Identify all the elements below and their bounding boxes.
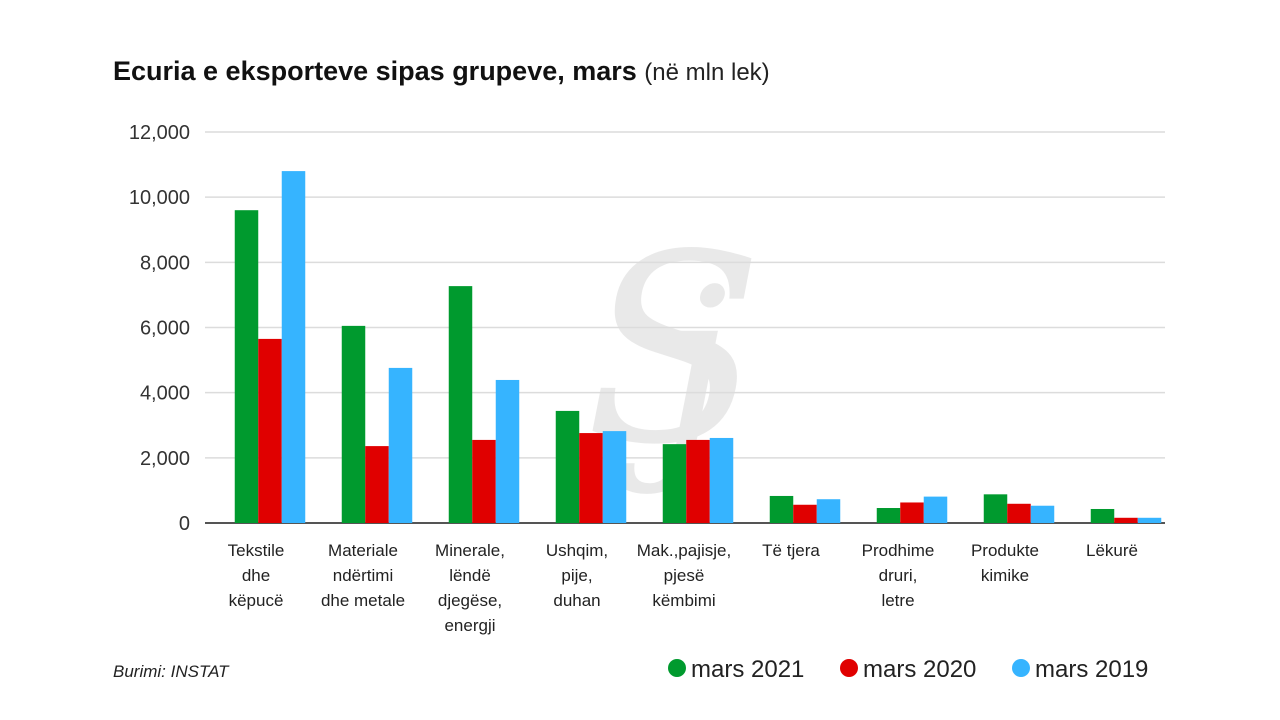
bar-mars-2021 (769, 495, 794, 523)
bar-mars-2021 (341, 325, 366, 523)
legend-marker (668, 659, 686, 677)
bar-mars-2020 (365, 446, 389, 523)
x-tick-label: Materiale (328, 541, 398, 560)
x-tick-label: Produkte (971, 541, 1039, 560)
x-tick-label: pije, (561, 566, 592, 585)
x-tick-label: druri, (879, 566, 918, 585)
x-tick-label: kimike (981, 566, 1029, 585)
bar-mars-2021 (983, 494, 1008, 523)
bar-mars-2019 (709, 437, 734, 523)
x-tick-label: Lëkurë (1086, 541, 1138, 560)
x-tick-label: lëndë (449, 566, 491, 585)
bar-mars-2020 (258, 338, 282, 523)
y-tick-label: 10,000 (129, 187, 190, 209)
bar-mars-2021 (448, 286, 473, 523)
x-tick-label: dhe (242, 566, 270, 585)
x-tick-label: Të tjera (762, 541, 820, 560)
bar-mars-2020 (472, 439, 496, 523)
y-tick-label: 2,000 (140, 448, 190, 470)
y-tick-label: 4,000 (140, 383, 190, 405)
y-tick-label: 0 (179, 513, 190, 535)
x-tick-label: djegëse, (438, 591, 502, 610)
x-tick-label: këmbimi (652, 591, 715, 610)
chart-subtitle: (në mln lek) (644, 59, 769, 86)
bar-mars-2021 (234, 210, 259, 523)
bar-mars-2019 (495, 379, 520, 523)
x-tick-label: këpucë (229, 591, 284, 610)
bar-mars-2021 (1090, 508, 1115, 523)
bar-mars-2019 (1030, 505, 1055, 523)
chart-title: Ecuria e eksporteve sipas grupeve, mars … (113, 56, 770, 86)
bar-mars-2019 (816, 499, 841, 523)
bar-mars-2019 (1137, 517, 1162, 523)
x-tick-label: Tekstile (228, 541, 285, 560)
bar-mars-2021 (555, 410, 580, 523)
x-tick-label: ndërtimi (333, 566, 393, 585)
bar-mars-2020 (686, 439, 710, 523)
source-note: Burimi: INSTAT (113, 662, 230, 681)
legend-label: mars 2019 (1035, 656, 1148, 683)
bar-mars-2019 (281, 171, 306, 523)
x-tick-label: energji (444, 616, 495, 635)
bar-mars-2019 (388, 367, 413, 523)
y-tick-label: 6,000 (140, 318, 190, 340)
bar-mars-2020 (1007, 503, 1031, 523)
bar-mars-2020 (579, 433, 603, 523)
bar-mars-2019 (602, 431, 627, 523)
legend-label: mars 2020 (863, 656, 976, 683)
y-tick-label: 12,000 (129, 122, 190, 144)
bar-mars-2021 (876, 508, 901, 523)
x-tick-label: letre (881, 591, 914, 610)
x-tick-label: Mak.,pajisje, (637, 541, 731, 560)
legend-marker (1012, 659, 1030, 677)
x-tick-label: Prodhime (862, 541, 935, 560)
legend-label: mars 2021 (691, 656, 804, 683)
bar-mars-2020 (1114, 517, 1138, 523)
x-tick-label: pjesë (664, 566, 705, 585)
x-tick-label: Minerale, (435, 541, 505, 560)
bar-mars-2020 (900, 502, 924, 523)
x-tick-label: Ushqim, (546, 541, 608, 560)
legend-marker (840, 659, 858, 677)
bar-mars-2021 (662, 444, 687, 523)
title-text: Ecuria e eksporteve sipas grupeve, mars (113, 56, 637, 86)
x-tick-label: dhe metale (321, 591, 405, 610)
bar-mars-2020 (793, 504, 817, 523)
y-tick-label: 8,000 (140, 252, 190, 274)
x-tick-label: duhan (553, 591, 600, 610)
bar-mars-2019 (923, 496, 948, 523)
